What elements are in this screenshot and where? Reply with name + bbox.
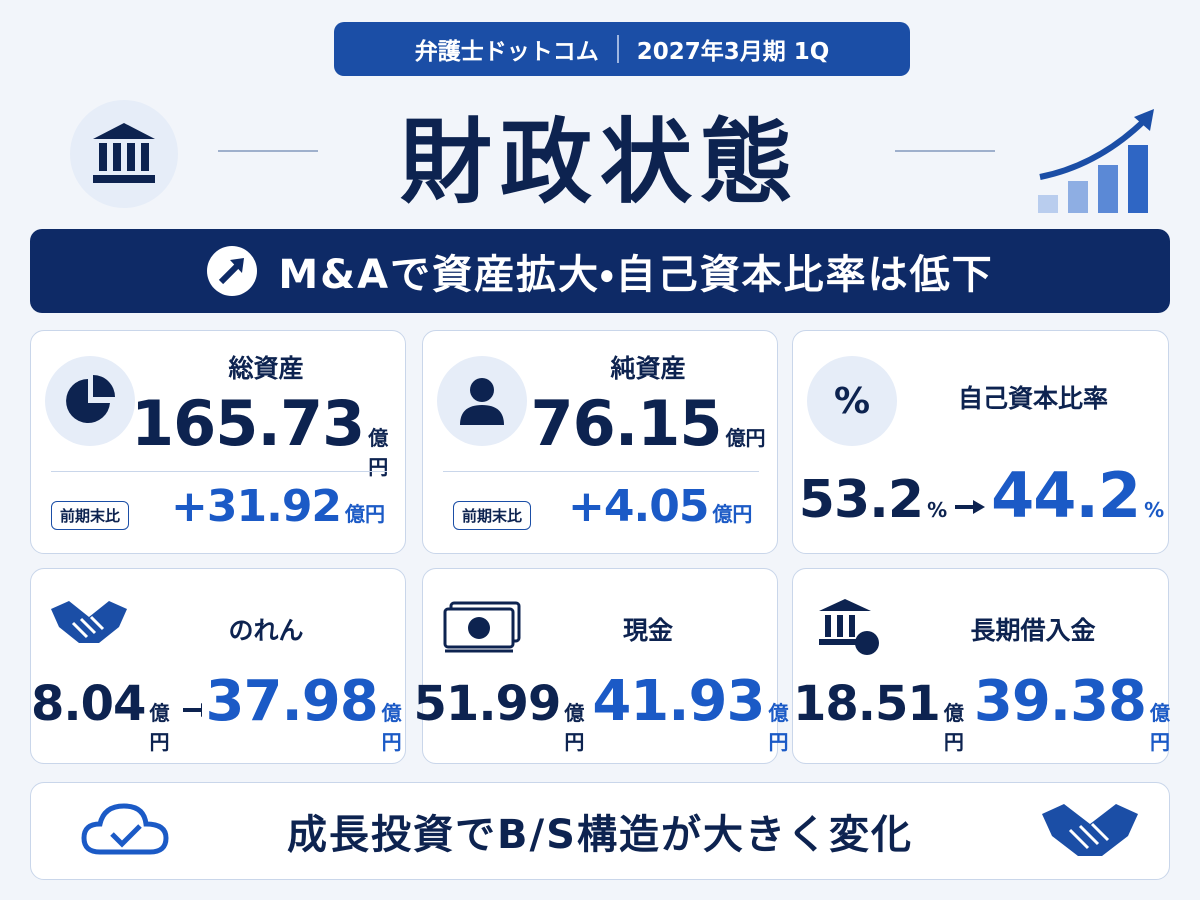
unit: 億円 — [1150, 701, 1170, 754]
footer: 成長投資でB/S構造が大きく変化 — [30, 782, 1170, 880]
arrow — [968, 700, 970, 720]
badge: 前期末比 — [453, 501, 532, 530]
unit: 億円 — [768, 701, 789, 754]
label: のれん — [228, 616, 304, 645]
person-svg — [460, 378, 504, 425]
card: 純資産 76.15 億円 前期末比 +4.05 億円 — [422, 330, 778, 554]
from-value: 18.51 — [793, 676, 941, 732]
to-value: 39.38 — [973, 669, 1147, 734]
handshake-icon — [51, 601, 127, 643]
value: 76.15 — [530, 387, 722, 460]
pie-icon — [45, 356, 135, 446]
unit: 億円 — [368, 426, 389, 479]
unit: 億円 — [725, 426, 766, 450]
period: 2027年3月期 1Q — [636, 39, 830, 65]
card: 長期借入金 18.51 億円 39.38 億円 — [792, 568, 1170, 764]
change: +31.92 — [171, 481, 342, 532]
from-value: 8.04 — [31, 676, 146, 732]
bank-loan-icon — [819, 599, 879, 655]
from-value: 51.99 — [413, 676, 562, 732]
card: 総資産 165.73 億円 前期末比 +31.92 億円 — [30, 330, 406, 554]
value: 165.73 — [131, 387, 365, 460]
label: 総資産 — [228, 354, 304, 383]
unit: 億円 — [943, 701, 964, 754]
growth-icon — [1038, 109, 1154, 213]
arrow-icon — [207, 246, 258, 296]
company: 弁護士ドットコム — [414, 39, 599, 65]
unit: % — [1144, 498, 1165, 522]
cloud-icon — [81, 803, 169, 855]
bank-svg — [93, 123, 155, 183]
separator — [616, 35, 619, 63]
title: 財政状態 — [399, 109, 800, 216]
footer-text: 成長投資でB/S構造が大きく変化 — [287, 812, 913, 858]
rule — [443, 471, 759, 472]
card: % 自己資本比率 53.2% 44.2% — [792, 330, 1169, 554]
rule — [51, 471, 387, 472]
to-value: 37.98 — [205, 669, 379, 734]
label: 現金 — [622, 616, 673, 645]
from-value: 53.2 — [798, 470, 924, 530]
unit: 億円 — [564, 701, 585, 754]
card: のれん 8.04 億円 37.98 億円 — [30, 568, 406, 764]
label: 長期借入金 — [970, 616, 1096, 645]
banner: M&Aで資産拡大・自己資本比率は低下 — [30, 229, 1170, 313]
unit: 億円 — [149, 701, 170, 754]
label: 純資産 — [610, 354, 686, 383]
cash-icon — [443, 601, 521, 653]
to-value: 41.93 — [592, 669, 765, 734]
bank-icon — [70, 100, 178, 208]
unit: 億円 — [345, 502, 386, 526]
badge: 前期末比 — [51, 501, 130, 530]
divider — [895, 150, 995, 152]
pie-svg — [66, 375, 115, 423]
header-badge: 弁護士ドットコム 2027年3月期 1Q — [334, 22, 910, 76]
percent-icon: % — [807, 356, 897, 446]
divider — [218, 150, 318, 152]
arrow — [182, 703, 202, 717]
unit: 億円 — [712, 502, 753, 526]
change: +4.05 — [568, 481, 709, 532]
unit: 億円 — [381, 701, 402, 754]
label: 自己資本比率 — [957, 384, 1108, 413]
banner-text: M&Aで資産拡大・自己資本比率は低下 — [278, 252, 994, 298]
unit: % — [927, 498, 948, 522]
person-icon — [437, 356, 527, 446]
arrow — [955, 500, 986, 514]
to-value: 44.2 — [991, 459, 1141, 532]
handshake-icon — [1042, 804, 1138, 856]
card: 現金 51.99 億円 41.93 億円 — [414, 568, 788, 764]
